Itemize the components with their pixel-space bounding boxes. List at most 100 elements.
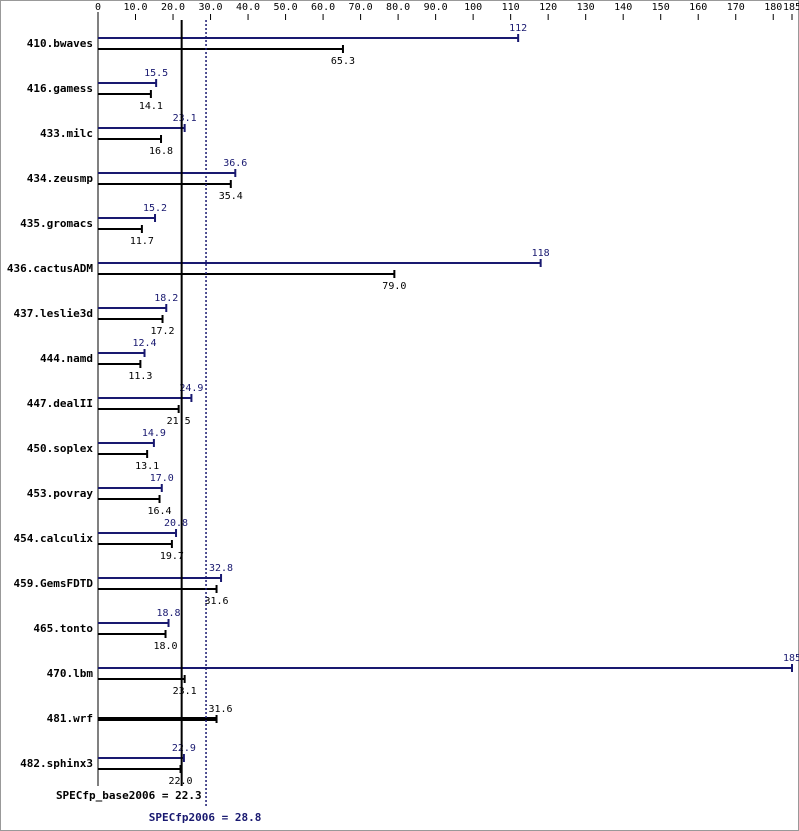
bar xyxy=(98,622,169,624)
category-label: 470.lbm xyxy=(47,667,94,680)
x-tick-label: 70.0 xyxy=(349,2,373,13)
bar xyxy=(98,768,181,770)
value-label: 16.8 xyxy=(149,146,173,157)
bar xyxy=(98,588,217,590)
bar xyxy=(98,228,142,230)
category-label: 416.gamess xyxy=(27,82,93,95)
value-label: 23.1 xyxy=(173,686,197,697)
category-label: 453.povray xyxy=(27,487,94,500)
x-tick-label: 80.0 xyxy=(386,2,410,13)
bar xyxy=(98,138,162,140)
bar xyxy=(98,543,172,545)
bar xyxy=(98,82,157,84)
category-label: 447.dealII xyxy=(27,397,93,410)
value-label: 23.1 xyxy=(173,113,197,124)
bar xyxy=(98,577,222,579)
category-label: 444.namd xyxy=(40,352,93,365)
value-label: 12.4 xyxy=(132,338,156,349)
value-label: 31.6 xyxy=(208,704,232,715)
x-tick-label: 150 xyxy=(652,2,670,13)
bar xyxy=(98,633,166,635)
value-label: 11.3 xyxy=(128,371,152,382)
bar xyxy=(98,217,156,219)
category-label: 437.leslie3d xyxy=(14,307,93,320)
x-tick-label: 120 xyxy=(539,2,557,13)
x-tick-label: 40.0 xyxy=(236,2,260,13)
value-label: 11.7 xyxy=(130,236,154,247)
bar xyxy=(98,678,185,680)
bar xyxy=(98,183,231,185)
category-label: 465.tonto xyxy=(33,622,93,635)
x-tick-label: 50.0 xyxy=(274,2,298,13)
bar xyxy=(98,408,179,410)
value-label: 22.0 xyxy=(168,776,192,787)
bar xyxy=(98,532,177,534)
value-label: 112 xyxy=(509,23,527,34)
x-tick-label: 20.0 xyxy=(161,2,185,13)
value-label: 14.1 xyxy=(139,101,163,112)
category-label: 436.cactusADM xyxy=(7,262,93,275)
x-tick-label: 100 xyxy=(464,2,482,13)
bar xyxy=(98,37,519,39)
value-label: 18.2 xyxy=(154,293,178,304)
bar xyxy=(98,273,395,275)
category-label: 450.soplex xyxy=(27,442,94,455)
bar xyxy=(98,498,160,500)
x-tick-label: 140 xyxy=(614,2,632,13)
bar xyxy=(98,318,163,320)
bar xyxy=(98,93,151,95)
value-label: 15.5 xyxy=(144,68,168,79)
value-label: 22.9 xyxy=(172,743,196,754)
value-label: 32.8 xyxy=(209,563,233,574)
bar xyxy=(98,363,141,365)
x-tick-label: 110 xyxy=(502,2,520,13)
bar xyxy=(98,172,236,174)
category-label: 454.calculix xyxy=(14,532,94,545)
x-tick-label: 30.0 xyxy=(198,2,222,13)
value-label: 35.4 xyxy=(219,191,243,202)
x-tick-label: 10.0 xyxy=(123,2,147,13)
value-label: 14.9 xyxy=(142,428,166,439)
category-label: 410.bwaves xyxy=(27,37,93,50)
reference-label: SPECfp_base2006 = 22.3 xyxy=(56,789,202,802)
bar xyxy=(98,453,148,455)
value-label: 118 xyxy=(532,248,550,259)
bar xyxy=(98,667,792,669)
x-tick-label: 60.0 xyxy=(311,2,335,13)
reference-label: SPECfp2006 = 28.8 xyxy=(149,811,262,824)
category-label: 482.sphinx3 xyxy=(20,757,93,770)
value-label: 65.3 xyxy=(331,56,355,67)
value-label: 24.9 xyxy=(179,383,203,394)
bar xyxy=(98,487,162,489)
bar xyxy=(98,127,185,129)
bar xyxy=(98,352,145,354)
value-label: 15.2 xyxy=(143,203,167,214)
category-label: 459.GemsFDTD xyxy=(14,577,94,590)
category-label: 434.zeusmp xyxy=(27,172,94,185)
x-tick-label: 185 xyxy=(783,2,799,13)
value-label: 79.0 xyxy=(382,281,406,292)
x-tick-label: 130 xyxy=(577,2,595,13)
x-tick-label: 180 xyxy=(764,2,782,13)
category-label: 433.milc xyxy=(40,127,93,140)
value-label: 16.4 xyxy=(147,506,171,517)
bar xyxy=(98,442,154,444)
value-label: 13.1 xyxy=(135,461,159,472)
value-label: 36.6 xyxy=(223,158,247,169)
bar xyxy=(98,717,217,721)
bar xyxy=(98,757,184,759)
category-label: 481.wrf xyxy=(47,712,93,725)
value-label: 18.0 xyxy=(153,641,177,652)
x-tick-label: 0 xyxy=(95,2,101,13)
value-label: 31.6 xyxy=(204,596,228,607)
x-tick-label: 170 xyxy=(727,2,745,13)
x-tick-label: 160 xyxy=(689,2,707,13)
value-label: 20.8 xyxy=(164,518,188,529)
x-tick-label: 90.0 xyxy=(424,2,448,13)
bar xyxy=(98,48,343,50)
value-label: 185 xyxy=(783,653,799,664)
category-label: 435.gromacs xyxy=(20,217,93,230)
value-label: 17.0 xyxy=(150,473,174,484)
